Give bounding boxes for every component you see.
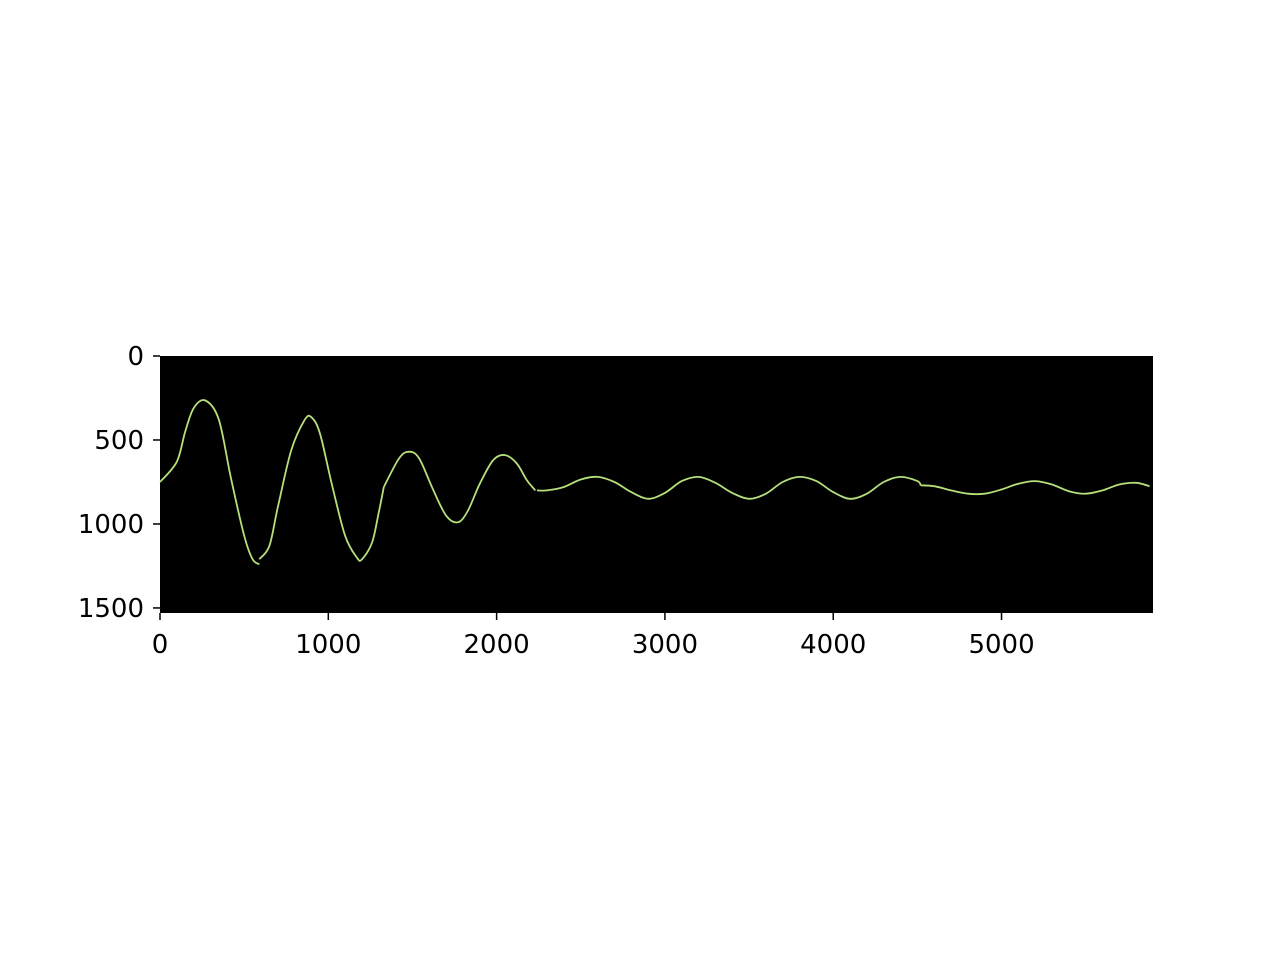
y-tick-label-1500: 1500 — [78, 594, 144, 624]
x-tick-label-5000: 5000 — [968, 630, 1034, 660]
series-0-segment-4 — [920, 480, 1150, 496]
series-0-segment-3 — [536, 475, 922, 500]
series-0-segment-1 — [258, 414, 385, 562]
x-tick-label-2000: 2000 — [464, 630, 530, 660]
y-tick-label-500: 500 — [94, 426, 144, 456]
axes-layer: 0 1000 2000 3000 4000 5000 0 500 1000 1500 — [78, 342, 1035, 660]
y-tick-label-0: 0 — [127, 342, 144, 372]
plot-area — [160, 356, 1153, 613]
x-tick-label-1000: 1000 — [295, 630, 361, 660]
series-0-segment-2 — [383, 450, 536, 524]
series-layer — [159, 399, 1150, 566]
y-tick-label-1000: 1000 — [78, 510, 144, 540]
x-tick-label-4000: 4000 — [800, 630, 866, 660]
x-tick-label-0: 0 — [152, 630, 169, 660]
series-0-segment-0 — [159, 399, 260, 566]
x-tick-label-3000: 3000 — [632, 630, 698, 660]
